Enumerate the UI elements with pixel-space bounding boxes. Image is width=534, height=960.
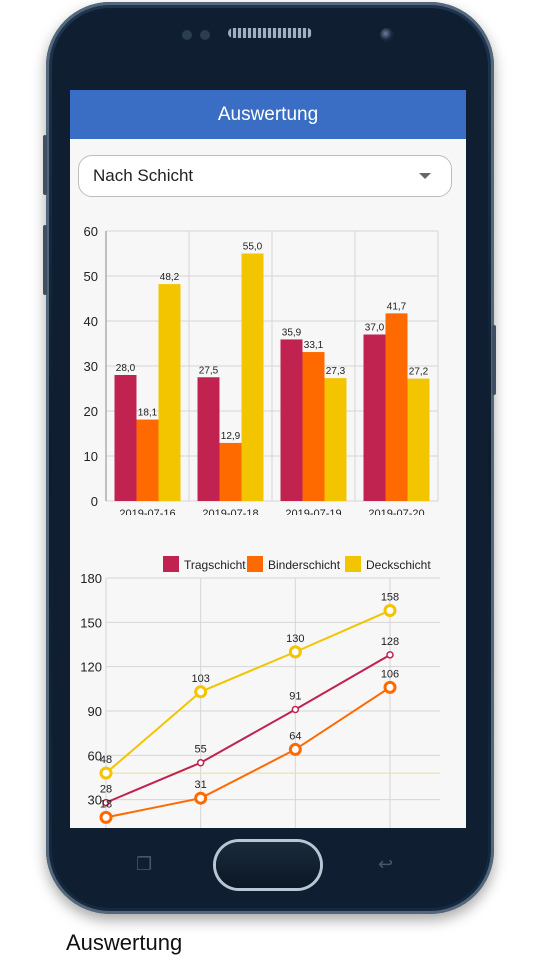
bar [158,284,181,501]
bar-value-label: 35,9 [282,327,302,338]
point-value-label: 31 [195,779,207,791]
x-tick-label: 2019-07-20 [368,508,424,515]
series-line [105,609,391,774]
y-tick-label: 30 [84,359,98,374]
chevron-down-icon[interactable] [419,173,431,179]
bar [136,419,159,501]
volume-up-button [43,135,47,195]
bar [324,378,347,501]
bar-value-label: 37,0 [365,323,385,334]
back-icon[interactable]: ↩ [378,854,394,874]
bar-chart: 0 10 20 30 40 50 60 28,0 18,1 48,2 2019-07-16 27,5 1… [84,224,439,515]
bar [407,378,430,501]
bar-value-label: 41,7 [387,301,407,312]
data-point [383,604,397,618]
point-value-label: 64 [289,730,301,742]
bar-value-label: 33,1 [304,340,324,351]
y-tick-label: 150 [80,615,102,630]
bar [363,334,386,501]
point-value-label: 103 [191,673,209,685]
data-point [291,705,300,714]
volume-down-button [43,225,47,295]
point-value-label: 48 [100,754,112,766]
y-tick-label: 50 [84,269,98,284]
y-tick-label: 120 [80,660,102,675]
y-tick-label: 0 [91,494,98,509]
legend-swatch [345,556,361,572]
legend-swatch [247,556,263,572]
data-point [194,791,208,805]
y-tick-label: 20 [84,404,98,419]
point-value-label: 106 [381,668,399,680]
bar-value-label: 27,2 [409,367,429,378]
caption: Auswertung [66,930,183,955]
point-value-label: 158 [381,592,399,604]
bar [114,375,137,501]
y-tick-label: 60 [88,748,102,763]
data-point [194,685,208,699]
bar [280,339,303,501]
light-sensor [200,30,210,40]
dropdown-selected-value: Nach Schicht [93,166,194,185]
app-title: Auswertung [217,103,319,125]
point-value-label: 91 [289,691,301,703]
bar-value-label: 55,0 [243,242,263,253]
y-tick-label: 180 [80,571,102,586]
x-tick-label: 2019-07-16 [119,508,175,515]
bar [385,313,408,501]
y-tick-label: 40 [84,314,98,329]
data-point [99,766,113,780]
bar-value-label: 48,2 [160,272,180,283]
proximity-sensor [182,30,192,40]
point-value-label: 28 [100,784,112,796]
app-screen: Auswertung Nach Schicht 0 10 20 30 40 50 60 28,… [70,90,466,828]
recent-apps-icon[interactable]: ❒ [136,854,153,874]
layer-filter-dropdown[interactable]: Nach Schicht [78,155,452,197]
bar-value-label: 27,5 [199,365,219,376]
bar-value-label: 28,0 [116,363,136,374]
legend-label: Binderschicht [268,558,341,572]
legend-swatch [163,556,179,572]
bar [197,377,220,501]
power-button [492,325,496,395]
y-tick-label: 30 [88,793,102,808]
bar [302,352,325,501]
point-value-label: 18 [100,798,112,810]
app-bar: Auswertung [70,90,466,139]
bar-value-label: 12,9 [221,431,241,442]
y-tick-label: 60 [84,224,98,239]
y-tick-label: 10 [84,449,98,464]
bar [241,253,264,501]
data-point [288,645,302,659]
legend-label: Deckschicht [366,558,431,572]
bar-value-label: 18,1 [138,408,158,419]
y-tick-label: 90 [88,704,102,719]
point-value-label: 130 [286,633,304,645]
home-button[interactable] [216,842,320,888]
earpiece-speaker [228,28,312,38]
x-tick-label: 2019-07-18 [202,508,258,515]
data-point [383,680,397,694]
bar-value-label: 27,3 [326,366,346,377]
point-value-label: 128 [381,636,399,648]
data-point [288,742,302,756]
line-chart: TragschichtBinderschichtDeckschicht03060… [80,556,440,828]
x-tick-label: 2019-07-19 [285,508,341,515]
series-line [105,686,391,819]
front-camera-icon [380,28,394,42]
bar [219,442,242,501]
legend-label: Tragschicht [184,558,246,572]
series-line [105,653,391,804]
data-point [102,798,110,807]
data-point [99,810,113,824]
point-value-label: 55 [195,744,207,756]
data-point [196,758,205,767]
data-point [386,651,394,659]
